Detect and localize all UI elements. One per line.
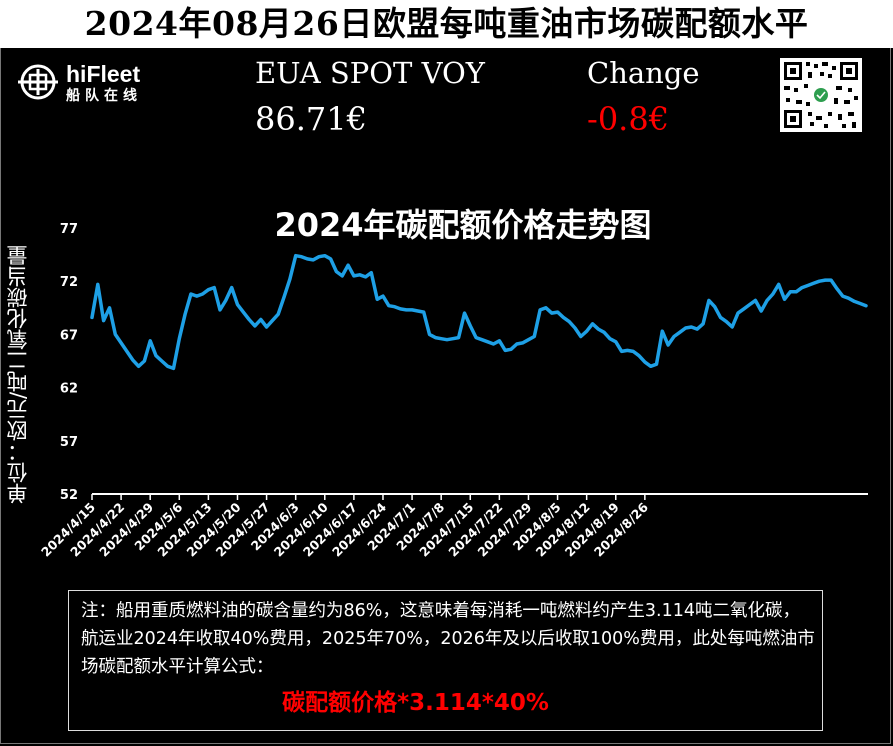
y-tick-label: 77 — [60, 222, 78, 237]
chart-title: 2024年碳配额价格走势图 — [274, 206, 652, 244]
y-tick-label: 62 — [60, 382, 78, 397]
ship-wheel-icon — [18, 64, 58, 100]
note-box: 注：船用重质燃料油的碳含量约为86%，这意味着每消耗一吨燃料约产生3.114吨二… — [68, 590, 823, 731]
hifleet-logo: hiFleet 船队在线 — [18, 61, 168, 107]
y-tick-label: 57 — [60, 435, 78, 450]
price-series-line — [90, 253, 868, 371]
price-value: 86.71€ — [255, 100, 367, 138]
price-label: EUA SPOT VOY — [255, 56, 485, 90]
note-text: 注：船用重质燃料油的碳含量约为86%，这意味着每消耗一吨燃料约产生3.114吨二… — [81, 601, 815, 677]
y-tick-label: 72 — [60, 275, 78, 290]
formula-text: 碳配额价格*3.114*40% — [282, 690, 549, 716]
change-value: -0.8€ — [587, 100, 670, 138]
page-title: 2024年08月26日欧盟每吨重油市场碳配额水平 — [84, 4, 809, 43]
y-tick-label: 52 — [60, 488, 78, 503]
change-label: Change — [587, 56, 700, 90]
logo-name: hiFleet — [66, 61, 141, 87]
logo-subtitle: 船队在线 — [66, 88, 142, 104]
y-tick-label: 67 — [60, 328, 78, 343]
qr-code-image — [780, 58, 862, 132]
header-bar: 2024年08月26日欧盟每吨重油市场碳配额水平 — [0, 0, 893, 48]
